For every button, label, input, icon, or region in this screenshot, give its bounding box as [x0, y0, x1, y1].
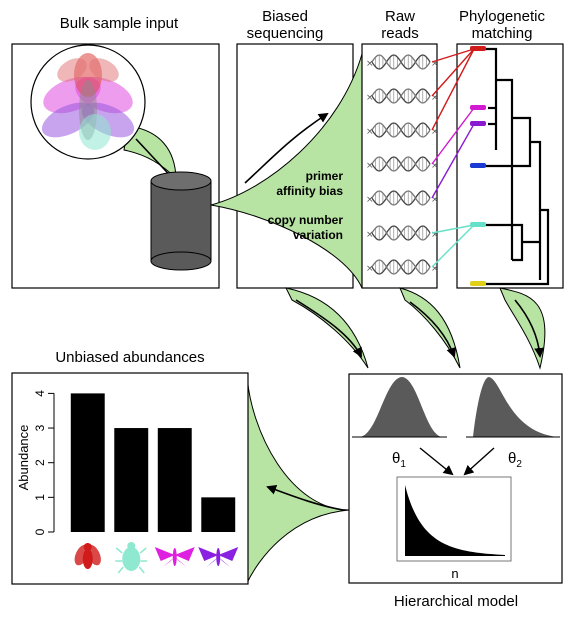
svg-text:×: × [431, 264, 439, 274]
y-tick-label: 1 [33, 494, 47, 501]
svg-text:×: × [366, 264, 374, 274]
bulk-input-title: Bulk sample input [60, 15, 179, 32]
y-axis-label: Abundance [16, 425, 31, 491]
svg-text:×: × [431, 161, 439, 171]
bar-1 [114, 428, 148, 532]
y-tick-label: 4 [33, 390, 47, 397]
phylogenetic-title-2: matching [472, 25, 533, 42]
bar-0 [71, 393, 105, 532]
svg-text:×: × [366, 195, 374, 205]
bar-2 [158, 428, 192, 532]
primer-bias-label-2: affinity bias [276, 184, 343, 198]
y-tick-label: 3 [33, 424, 47, 431]
raw-reads-title-2: reads [381, 25, 419, 42]
insect-sample-circle [31, 45, 145, 159]
svg-text:×: × [366, 59, 374, 69]
svg-text:×: × [366, 93, 374, 103]
green-funnel-reads [400, 288, 460, 368]
biased-sequencing-title-2: sequencing [247, 25, 324, 42]
svg-text:×: × [431, 93, 439, 103]
svg-text:×: × [366, 161, 374, 171]
hierarchical-model-title: Hierarchical model [394, 593, 518, 610]
y-tick-label: 2 [33, 459, 47, 466]
biased-sequencing-title-1: Biased [262, 8, 308, 25]
primer-bias-label-1: primer [306, 169, 344, 183]
y-tick-label: 0 [33, 528, 47, 535]
n-axis-label: n [451, 566, 458, 581]
green-wedge-model [247, 374, 349, 583]
green-funnel-phylo [500, 288, 545, 368]
green-funnel-seq [286, 288, 368, 368]
phylogenetic-title-1: Phylogenetic [459, 8, 545, 25]
sample-cylinder-icon [151, 172, 211, 270]
copy-number-label-2: variation [293, 228, 343, 242]
svg-text:×: × [366, 230, 374, 240]
bar-3 [201, 497, 235, 532]
svg-text:×: × [366, 127, 374, 137]
raw-reads-title-1: Raw [385, 8, 415, 25]
unbiased-abundances-title: Unbiased abundances [55, 349, 204, 366]
copy-number-label-1: copy number [268, 213, 344, 227]
